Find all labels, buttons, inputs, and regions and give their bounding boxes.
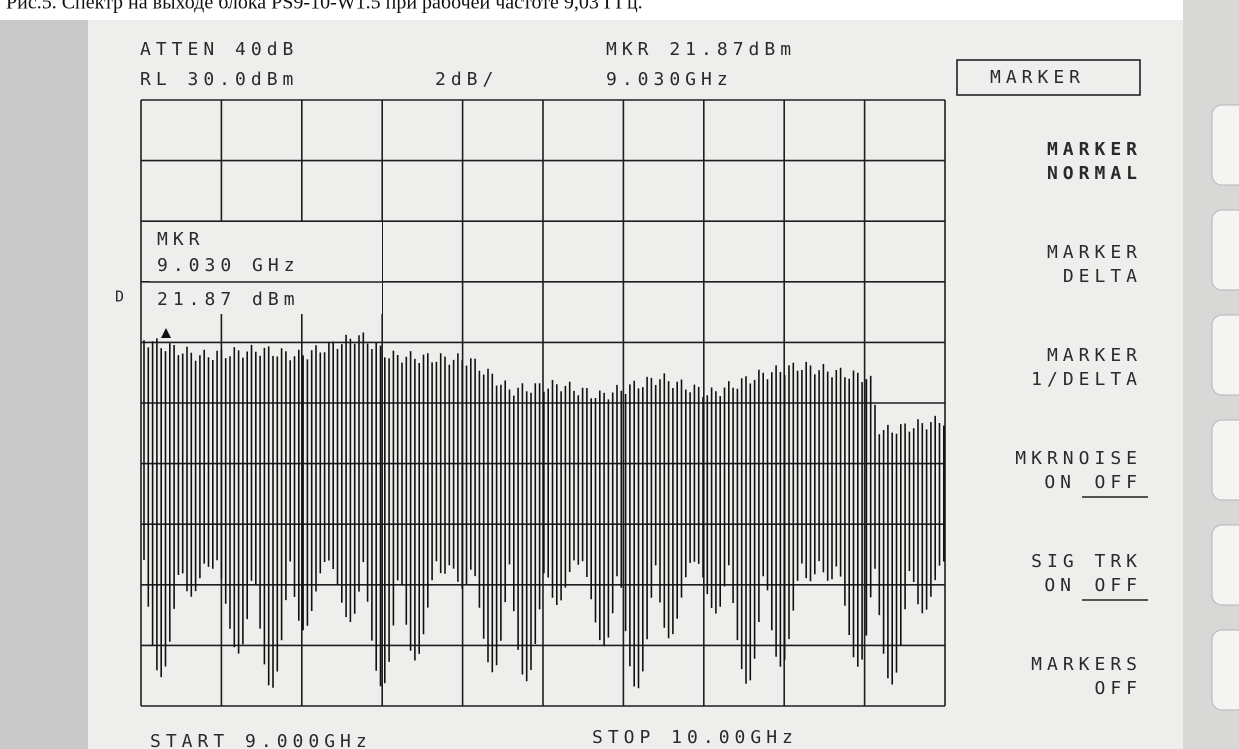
softkey-label: MARKER [1047, 242, 1142, 263]
softkey-title: MARKER [990, 67, 1085, 88]
softkey-label: 1/DELTA [1031, 369, 1142, 390]
hard-key[interactable] [1212, 420, 1239, 500]
softkey-on: ON [1044, 472, 1076, 493]
softkey-label: DELTA [1063, 266, 1142, 287]
display-line-flag: D [115, 288, 129, 306]
stop-freq: STOP 10.00GHz [592, 727, 798, 748]
hard-key[interactable] [1212, 210, 1239, 290]
softkey-label: NORMAL [1047, 163, 1142, 184]
softkey-off: OFF [1094, 472, 1142, 493]
hard-key[interactable] [1212, 315, 1239, 395]
softkey-label: MARKER [1047, 345, 1142, 366]
marker-freq: 9.030GHz [606, 69, 733, 90]
screen-photo: Рис.5. Спектр на выходе блока PS9-10-W1.… [0, 0, 1239, 749]
hard-key[interactable] [1212, 525, 1239, 605]
softkey-label: MKRNOISE [1015, 448, 1142, 469]
figure-caption: Рис.5. Спектр на выходе блока PS9-10-W1.… [6, 0, 643, 14]
scale: 2dB/ [435, 69, 498, 90]
start-freq: START 9.000GHz [150, 731, 372, 749]
marker-level: MKR 21.87dBm [606, 39, 796, 60]
ref-level: RL 30.0dBm [140, 69, 298, 90]
page: {"caption": "Рис.5. Спектр на выходе бло… [0, 0, 1239, 749]
atten: ATTEN 40dB [140, 39, 298, 60]
softkey-label: MARKERS [1031, 654, 1142, 675]
readout-freq: 9.030 GHz [157, 255, 300, 276]
readout-level: 21.87 dBm [157, 289, 300, 310]
softkey-label: MARKER [1047, 139, 1142, 160]
left-bezel [0, 20, 90, 749]
softkey-off: OFF [1094, 575, 1142, 596]
softkey-label: SIG TRK [1031, 551, 1142, 572]
softkey-label: OFF [1094, 678, 1142, 699]
softkey-on: ON [1044, 575, 1076, 596]
hard-key[interactable] [1212, 105, 1239, 185]
hard-key[interactable] [1212, 630, 1239, 710]
readout-label: MKR [157, 229, 205, 250]
